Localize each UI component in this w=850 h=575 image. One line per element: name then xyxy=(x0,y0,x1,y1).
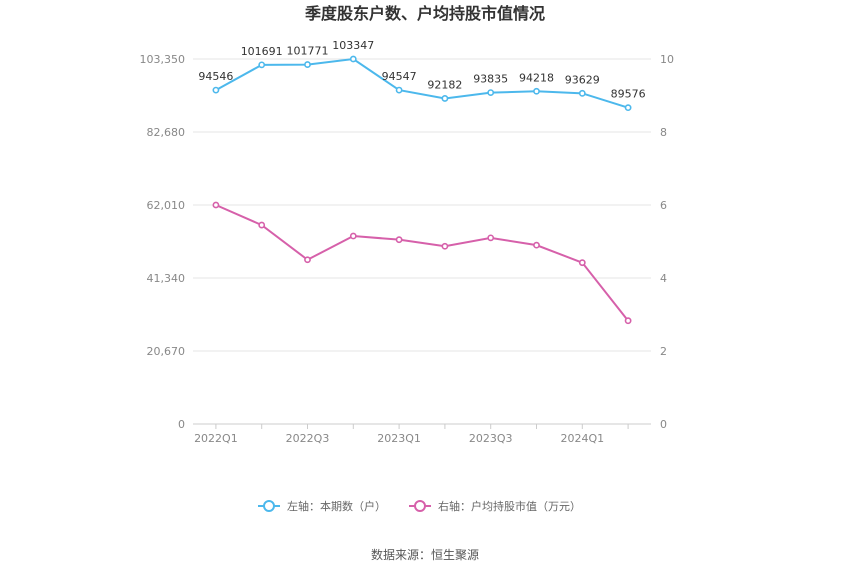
x-tick-label: 2024Q1 xyxy=(560,432,604,445)
data-point[interactable] xyxy=(441,95,449,102)
data-point[interactable] xyxy=(578,259,586,267)
series-0: 94546 101691 101771 103347 94547 92182 93835 94… xyxy=(198,39,646,112)
data-source: 数据来源：恒生聚源 xyxy=(371,547,479,562)
data-label: 92182 xyxy=(427,78,462,91)
left-tick-label: 20,670 xyxy=(147,345,186,358)
x-tick-label: 2023Q3 xyxy=(469,432,513,445)
legend-item-1[interactable]: 右轴：户均持股市值（万元） xyxy=(409,499,581,513)
series-1 xyxy=(212,201,632,325)
left-tick-label: 62,010 xyxy=(147,199,186,212)
right-tick-label: 10 xyxy=(660,53,674,66)
data-point[interactable] xyxy=(304,256,311,264)
chart-title: 季度股东户数、户均持股市值情况 xyxy=(304,4,545,23)
right-tick-label: 8 xyxy=(660,126,667,139)
data-point[interactable] xyxy=(533,87,540,95)
data-point[interactable] xyxy=(487,89,495,97)
data-label: 94218 xyxy=(519,71,554,84)
data-point[interactable] xyxy=(441,242,449,250)
series-layer: 94546 101691 101771 103347 94547 92182 93835 94… xyxy=(198,39,646,325)
data-label: 103347 xyxy=(332,39,374,52)
data-label: 94547 xyxy=(382,70,417,83)
data-point[interactable] xyxy=(578,89,586,97)
data-point[interactable] xyxy=(349,55,357,63)
legend[interactable]: 左轴：本期数（户） 右轴：户均持股市值（万元） xyxy=(258,499,581,513)
legend-label: 左轴：本期数（户） xyxy=(287,499,386,513)
data-label: 89576 xyxy=(611,88,646,101)
right-tick-label: 4 xyxy=(660,272,667,285)
x-tick-label: 2023Q1 xyxy=(377,432,421,445)
left-tick-label: 0 xyxy=(178,418,185,431)
data-label: 93629 xyxy=(565,73,600,86)
data-point[interactable] xyxy=(487,234,495,242)
data-point[interactable] xyxy=(212,86,220,94)
data-label: 101771 xyxy=(287,45,329,58)
data-label: 101691 xyxy=(241,45,283,58)
series-line xyxy=(215,204,629,322)
data-point[interactable] xyxy=(258,61,266,69)
right-tick-label: 0 xyxy=(660,418,667,431)
data-point[interactable] xyxy=(258,221,266,229)
right-tick-label: 2 xyxy=(660,345,667,358)
data-point[interactable] xyxy=(349,232,357,240)
data-point[interactable] xyxy=(304,61,311,68)
data-point[interactable] xyxy=(624,104,632,112)
legend-label: 右轴：户均持股市值（万元） xyxy=(438,499,581,513)
x-tick-label: 2022Q3 xyxy=(286,432,330,445)
x-tick-label: 2022Q1 xyxy=(194,432,238,445)
data-point[interactable] xyxy=(395,236,403,244)
data-label: 94546 xyxy=(198,70,233,83)
legend-swatch-marker xyxy=(414,500,426,512)
left-tick-label: 103,350 xyxy=(140,53,186,66)
data-point[interactable] xyxy=(395,86,403,94)
x-axis: 2022Q1 2022Q3 2023Q1 2023Q3 2024Q1 xyxy=(194,424,629,445)
grid-lines xyxy=(193,58,651,425)
right-axis: 0 2 4 6 8 10 xyxy=(660,53,674,431)
series-line xyxy=(215,57,629,109)
data-point[interactable] xyxy=(624,317,632,325)
left-axis: 0 20,670 41,340 62,010 82,680 103,350 xyxy=(140,53,186,431)
legend-swatch-marker xyxy=(263,500,275,512)
legend-item-0[interactable]: 左轴：本期数（户） xyxy=(258,499,386,513)
data-label: 93835 xyxy=(473,73,508,86)
data-point[interactable] xyxy=(212,201,220,209)
left-tick-label: 82,680 xyxy=(147,126,186,139)
right-tick-label: 6 xyxy=(660,199,667,212)
left-tick-label: 41,340 xyxy=(147,272,186,285)
data-point[interactable] xyxy=(533,241,540,249)
